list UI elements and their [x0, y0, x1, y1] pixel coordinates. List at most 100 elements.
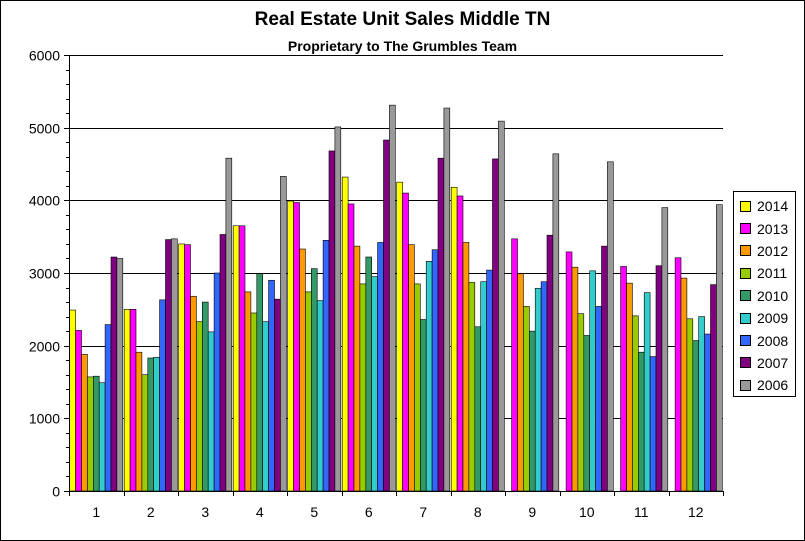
- legend-swatch: [740, 335, 751, 347]
- legend-label: 2012: [757, 242, 789, 259]
- legend-item: 2011: [740, 262, 795, 284]
- chart-subtitle: Proprietary to The Grumbles Team: [287, 38, 518, 54]
- bar-2013-3: [184, 244, 191, 492]
- bar-2009-3: [207, 331, 215, 492]
- bar-2008-8: [486, 269, 493, 492]
- bar-2013-12: [674, 257, 682, 492]
- bar-2012-4: [244, 291, 252, 492]
- bar-2013-8: [456, 195, 464, 492]
- bar-2010-4: [256, 273, 263, 492]
- bar-2006-2: [171, 238, 178, 492]
- y-tick-label: 5000: [29, 121, 60, 137]
- bar-2006-4: [280, 176, 287, 492]
- x-tick-label: 10: [579, 504, 595, 520]
- bar-2009-5: [316, 300, 324, 492]
- legend-swatch: [740, 223, 751, 235]
- x-tick-label: 8: [474, 504, 482, 520]
- bar-2013-10: [565, 251, 573, 492]
- bar-2010-3: [202, 301, 209, 492]
- legend-item: 2007: [740, 352, 795, 374]
- bar-2006-5: [334, 126, 342, 492]
- bar-2009-9: [534, 287, 542, 492]
- bar-2008-5: [322, 240, 330, 492]
- bar-2011-10: [577, 313, 585, 492]
- legend-swatch: [740, 245, 751, 257]
- bar-2014-3: [178, 243, 185, 492]
- bar-2012-10: [571, 266, 579, 492]
- bar-2014-1: [69, 309, 76, 492]
- legend-label: 2010: [757, 287, 789, 304]
- legend-label: 2013: [757, 220, 789, 237]
- bar-2008-12: [704, 333, 711, 492]
- legend-swatch: [740, 357, 751, 369]
- bar-2011-5: [305, 291, 312, 492]
- bar-2010-9: [528, 330, 536, 492]
- legend-swatch: [740, 379, 751, 391]
- bar-2011-6: [359, 283, 367, 492]
- bar-2007-5: [328, 150, 336, 492]
- bar-2013-2: [129, 309, 137, 492]
- bar-2007-10: [601, 245, 608, 492]
- bar-2006-6: [389, 104, 396, 492]
- bar-2007-3: [219, 234, 227, 492]
- bar-2010-5: [310, 268, 318, 492]
- bar-2013-9: [511, 238, 518, 492]
- legend-label: 2009: [757, 310, 789, 327]
- bar-2007-6: [383, 139, 390, 492]
- x-tick-label: 2: [147, 504, 155, 520]
- legend-item: 2006: [740, 374, 795, 396]
- legend-item: 2012: [740, 240, 795, 262]
- bar-2008-10: [595, 306, 602, 492]
- bar-2012-7: [408, 244, 415, 492]
- bar-2006-7: [443, 107, 451, 492]
- bar-2010-2: [147, 357, 155, 492]
- bar-2008-6: [377, 242, 384, 492]
- y-tick-label: 6000: [29, 48, 60, 64]
- bar-2006-9: [552, 153, 560, 492]
- bar-2009-7: [425, 261, 433, 492]
- bar-2013-1: [75, 330, 82, 492]
- bar-2014-2: [123, 309, 131, 492]
- bar-2007-1: [110, 256, 118, 492]
- bar-2006-8: [498, 120, 505, 492]
- bar-2007-9: [546, 234, 554, 492]
- bar-2013-4: [238, 225, 246, 492]
- bar-2009-2: [153, 356, 160, 492]
- bar-2009-11: [643, 292, 651, 492]
- bar-2008-7: [431, 249, 439, 492]
- bar-2010-6: [365, 256, 372, 492]
- bar-2010-7: [419, 319, 427, 492]
- bar-2009-6: [371, 276, 378, 492]
- legend-label: 2008: [757, 332, 789, 349]
- x-tick-label: 12: [688, 504, 704, 520]
- bar-2006-12: [716, 204, 723, 492]
- legend-item: 2009: [740, 307, 795, 329]
- legend-label: 2006: [757, 377, 789, 394]
- bar-2014-7: [396, 181, 403, 492]
- bar-2006-3: [225, 157, 233, 492]
- bar-2014-5: [287, 200, 294, 492]
- bar-2011-7: [414, 283, 421, 492]
- bar-2007-12: [710, 284, 717, 492]
- bar-2010-8: [474, 326, 481, 492]
- legend-item: 2008: [740, 329, 795, 351]
- bar-2013-7: [402, 192, 409, 492]
- bar-2014-4: [232, 225, 240, 492]
- x-tick-label: 3: [201, 504, 209, 520]
- legend-swatch: [740, 200, 751, 212]
- bar-2006-10: [607, 161, 614, 492]
- y-tick-label: 2000: [29, 339, 60, 355]
- bar-2011-1: [87, 376, 94, 492]
- bar-2007-2: [165, 239, 172, 492]
- bar-2010-11: [637, 351, 645, 492]
- legend-item: 2013: [740, 217, 795, 239]
- bar-2007-7: [437, 157, 445, 492]
- bar-2011-4: [250, 312, 258, 492]
- bar-2011-9: [523, 306, 530, 492]
- legend-label: 2007: [757, 354, 789, 371]
- bar-2008-2: [159, 299, 166, 492]
- bar-2012-5: [299, 248, 306, 492]
- legend-swatch: [740, 290, 751, 302]
- bar-2012-11: [626, 282, 633, 492]
- bar-2009-4: [262, 321, 269, 492]
